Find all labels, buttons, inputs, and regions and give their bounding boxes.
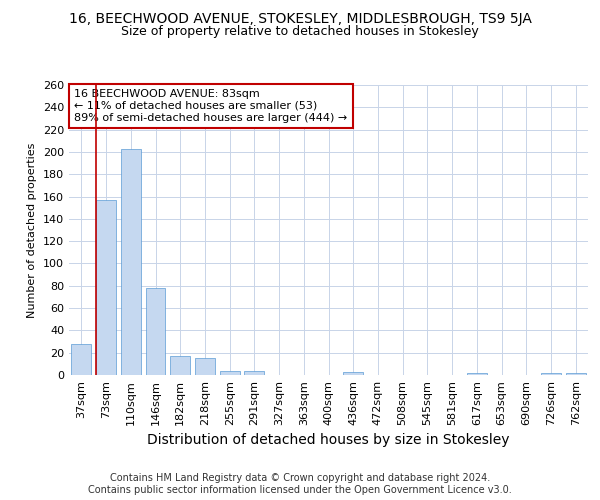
Text: Size of property relative to detached houses in Stokesley: Size of property relative to detached ho… (121, 25, 479, 38)
Bar (146, 288, 166, 375)
Text: Contains HM Land Registry data © Crown copyright and database right 2024.
Contai: Contains HM Land Registry data © Crown c… (88, 474, 512, 495)
Bar (541, 373, 561, 375)
Bar (170, 356, 190, 375)
Text: 16 BEECHWOOD AVENUE: 83sqm
← 11% of detached houses are smaller (53)
89% of semi: 16 BEECHWOOD AVENUE: 83sqm ← 11% of deta… (74, 90, 347, 122)
Bar (71, 344, 91, 375)
Bar (343, 372, 363, 375)
Bar (566, 373, 586, 375)
Bar (244, 370, 264, 375)
X-axis label: Distribution of detached houses by size in Stokesley: Distribution of detached houses by size … (147, 434, 510, 448)
Y-axis label: Number of detached properties: Number of detached properties (28, 142, 37, 318)
Bar (96, 200, 116, 375)
Bar (467, 373, 487, 375)
Bar (121, 148, 140, 375)
Text: 16, BEECHWOOD AVENUE, STOKESLEY, MIDDLESBROUGH, TS9 5JA: 16, BEECHWOOD AVENUE, STOKESLEY, MIDDLES… (68, 12, 532, 26)
Bar (220, 370, 239, 375)
Bar (195, 358, 215, 375)
